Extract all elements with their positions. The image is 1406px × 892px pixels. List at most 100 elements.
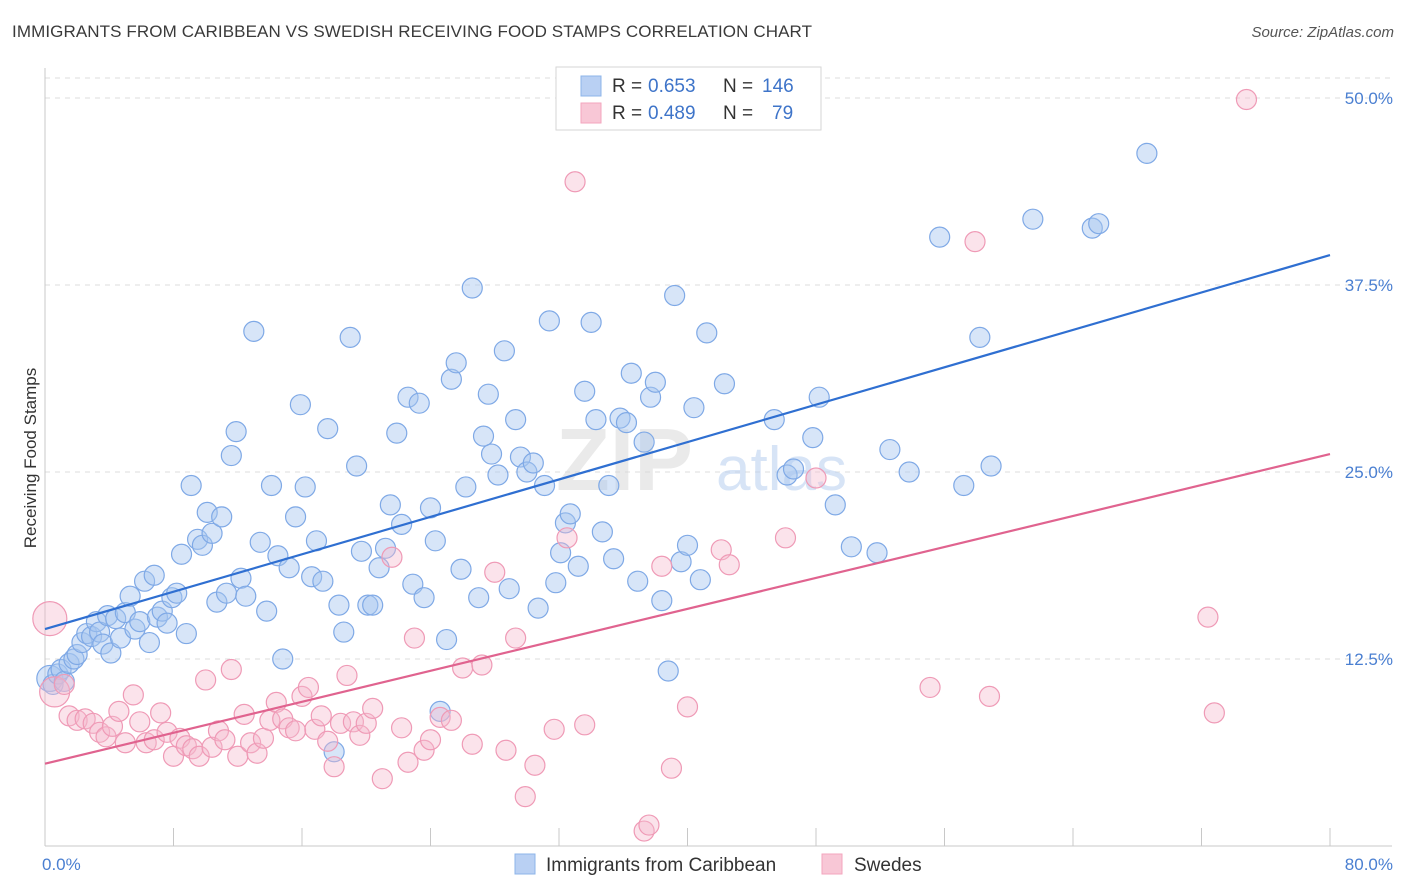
caribbean-point-80 (445, 352, 467, 374)
caribbean-point-49 (272, 648, 294, 670)
swedes-point-64 (505, 627, 527, 649)
caribbean-point-58 (323, 741, 345, 763)
swedes-point-80 (919, 676, 941, 699)
caribbean-point-105 (585, 409, 607, 431)
caribbean-point-88 (487, 464, 509, 486)
swedes-point-39 (297, 676, 320, 699)
caribbean-point-83 (461, 277, 483, 299)
caribbean-point-69 (386, 422, 408, 444)
caribbean-point-141 (1088, 213, 1110, 235)
caribbean-point-40 (220, 444, 242, 467)
swedes-point-69 (564, 171, 586, 193)
swedes-point-56 (419, 729, 442, 751)
swedes-point-82 (978, 685, 1001, 708)
series-legend-label-caribbean: Immigrants from Caribbean (546, 855, 776, 876)
caribbean-point-46 (256, 600, 278, 622)
caribbean-point-87 (480, 443, 503, 465)
caribbean-point-94 (522, 452, 544, 474)
caribbean-point-137 (969, 326, 991, 348)
caribbean-point-106 (591, 521, 613, 543)
legend-n-value-2: 79 (772, 103, 793, 124)
caribbean-point-38 (211, 506, 233, 528)
caribbean-point-118 (664, 284, 686, 307)
y-tick-label-2: 37.5% (1345, 276, 1393, 295)
swedes-point-16 (150, 702, 172, 724)
swedes-point-78 (774, 527, 797, 549)
caribbean-point-98 (545, 572, 567, 594)
series-legend: Immigrants from Caribbean Swedes (514, 853, 922, 876)
tick-labels: 12.5% 25.0% 37.5% 50.0% 0.0% 80.0% (42, 89, 1393, 874)
caribbean-point-61 (339, 326, 361, 348)
caribbean-point-126 (776, 464, 798, 486)
caribbean-point-95 (527, 597, 549, 619)
caribbean-point-134 (898, 461, 920, 483)
source-credit: Source: ZipAtlas.com (1251, 24, 1394, 41)
swedes-point-65 (514, 786, 536, 808)
legend-r-label-1: R = (612, 76, 642, 97)
caribbean-point-97 (538, 310, 560, 332)
series-legend-swatch-blue (514, 853, 536, 875)
swedes-point-12 (122, 684, 144, 706)
caribbean-point-31 (175, 622, 197, 645)
caribbean-point-116 (651, 590, 673, 612)
caribbean-point-104 (580, 311, 602, 333)
caribbean-point-128 (802, 426, 824, 449)
caribbean-point-53 (294, 476, 316, 498)
swedes-point-37 (284, 720, 307, 742)
swedes-point-83 (1197, 606, 1219, 628)
caribbean-point-60 (333, 621, 355, 643)
swedes-point-67 (543, 718, 565, 740)
y-tick-label-1: 25.0% (1345, 463, 1393, 482)
caribbean-point-139 (1022, 208, 1044, 230)
caribbean-point-111 (620, 362, 642, 384)
y-axis-title: Receiving Food Stamps (21, 368, 40, 548)
swedes-point-68 (556, 527, 578, 549)
swedes-point-79 (805, 467, 827, 489)
caribbean-point-41 (225, 421, 247, 443)
swedes-point-24 (201, 736, 223, 758)
caribbean-point-19 (119, 585, 141, 607)
swedes-point-60 (461, 733, 483, 755)
caribbean-point-63 (350, 540, 373, 562)
swedes-point-73 (651, 555, 673, 577)
caribbean-point-78 (435, 628, 458, 651)
caribbean-point-130 (824, 494, 846, 516)
caribbean-point-54 (301, 566, 323, 588)
trend-line-swedes (44, 452, 1331, 765)
caribbean-point-65 (362, 594, 384, 616)
swedes-point-47 (349, 724, 371, 746)
swedes-point-4 (66, 709, 88, 731)
swedes-point-27 (220, 658, 242, 681)
caribbean-point-135 (929, 226, 951, 248)
caribbean-point-81 (450, 558, 472, 580)
caribbean-point-77 (429, 700, 451, 722)
chart-title: IMMIGRANTS FROM CARIBBEAN VS SWEDISH REC… (12, 22, 813, 41)
stats-legend: R = 0.653 N = 146 R = 0.489 N = 79 (555, 66, 822, 131)
swedes-point-58 (440, 709, 462, 731)
caribbean-point-24 (143, 564, 165, 586)
caribbean-point-7 (66, 643, 88, 666)
legend-swatch-pink (580, 102, 602, 124)
axes (44, 68, 1392, 847)
caribbean-point-123 (696, 322, 718, 344)
swedes-point-22 (188, 745, 210, 767)
swedes-point-45 (336, 664, 358, 687)
swedes-point-30 (240, 732, 262, 754)
caribbean-point-90 (498, 578, 520, 600)
swedes-point-75 (676, 696, 699, 718)
caribbean-point-138 (980, 455, 1002, 477)
swedes-point-74 (660, 757, 683, 779)
y-tick-label-3: 50.0% (1345, 89, 1393, 108)
swedes-point-0 (32, 601, 68, 637)
caribbean-point-14 (97, 605, 119, 627)
caribbean-point-117 (657, 660, 679, 682)
caribbean-point-91 (505, 409, 527, 431)
caribbean-point-74 (413, 587, 435, 609)
caribbean-point-131 (840, 536, 862, 558)
caribbean-point-102 (567, 555, 589, 577)
trend-lines (44, 254, 1331, 765)
swedes-point-2 (53, 673, 75, 696)
caribbean-point-51 (284, 506, 307, 528)
swedes-point-1 (39, 676, 71, 708)
